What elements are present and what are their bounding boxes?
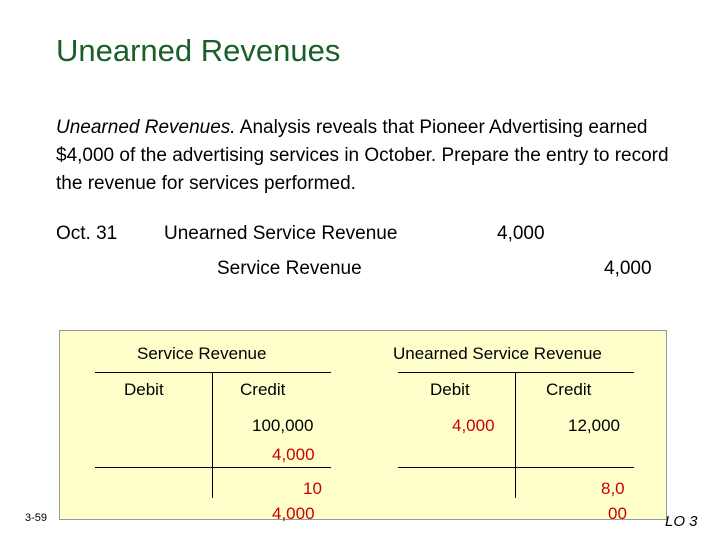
unearned-revenue-title: Unearned Service Revenue: [393, 344, 602, 363]
entry-debit-amount: 4,000: [497, 223, 545, 244]
problem-paragraph: Unearned Revenues. Analysis reveals that…: [56, 114, 696, 198]
service-revenue-title: Service Revenue: [137, 344, 267, 363]
slide-title: Unearned Revenues: [56, 33, 341, 68]
service-revenue-credit-line1: 100,000: [252, 416, 314, 435]
unearned-revenue-balance-bottom: 00: [608, 504, 627, 523]
service-revenue-balance-bottom: 4,000: [272, 504, 315, 523]
paragraph-lead: Unearned Revenues.: [56, 117, 236, 138]
unearned-revenue-total-line: [398, 467, 634, 468]
entry-credit-amount: 4,000: [604, 258, 652, 279]
service-revenue-credit-label: Credit: [240, 380, 286, 399]
learning-objective: LO 3: [665, 513, 698, 530]
entry-date: Oct. 31: [56, 223, 118, 244]
t-accounts-panel: [59, 330, 667, 520]
entry-debit-account: Unearned Service Revenue: [164, 223, 398, 244]
service-revenue-credit-line2: 4,000: [272, 445, 315, 464]
service-revenue-t-stem: [212, 373, 213, 498]
entry-credit-account: Service Revenue: [217, 258, 362, 279]
service-revenue-debit-label: Debit: [124, 380, 164, 399]
service-revenue-balance-top: 10: [303, 479, 322, 498]
slide-number: 3-59: [25, 512, 48, 524]
service-revenue-t-bar: [95, 372, 331, 373]
service-revenue-total-line: [95, 467, 331, 468]
unearned-revenue-debit-entry: 4,000: [452, 416, 495, 435]
unearned-revenue-credit-entry: 12,000: [568, 416, 620, 435]
unearned-revenue-credit-label: Credit: [546, 380, 592, 399]
unearned-revenue-debit-label: Debit: [430, 380, 470, 399]
unearned-revenue-t-stem: [515, 373, 516, 498]
unearned-revenue-t-bar: [398, 372, 634, 373]
paragraph-text: Analysis reveals that Pioneer Advertisin…: [56, 117, 669, 194]
unearned-revenue-balance-top: 8,0: [601, 479, 625, 498]
